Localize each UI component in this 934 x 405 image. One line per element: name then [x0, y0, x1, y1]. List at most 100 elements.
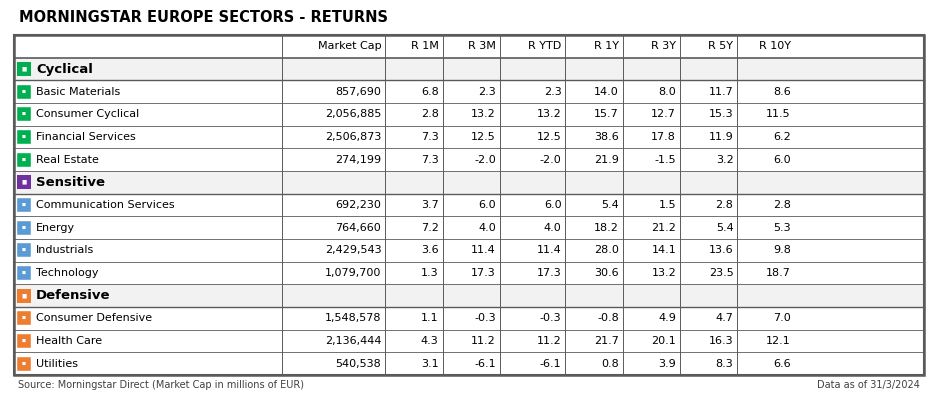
Text: 21.9: 21.9 [594, 155, 619, 165]
Text: 2,136,444: 2,136,444 [325, 336, 381, 346]
Text: Industrials: Industrials [36, 245, 94, 255]
Bar [17, 243, 31, 257]
Bar [14, 35, 924, 58]
Text: 3.1: 3.1 [421, 359, 439, 369]
Text: 12.1: 12.1 [766, 336, 791, 346]
Text: -2.0: -2.0 [540, 155, 561, 165]
Text: ■: ■ [22, 339, 26, 343]
Text: 30.6: 30.6 [594, 268, 619, 278]
Text: 857,690: 857,690 [335, 87, 381, 97]
Text: Communication Services: Communication Services [36, 200, 175, 210]
Text: 13.6: 13.6 [709, 245, 733, 255]
Text: 3.6: 3.6 [421, 245, 439, 255]
Bar [14, 216, 924, 239]
Text: 11.5: 11.5 [766, 109, 791, 119]
Text: Cyclical: Cyclical [36, 62, 92, 75]
Bar [17, 62, 31, 76]
Text: 3.2: 3.2 [715, 155, 733, 165]
Text: 2,056,885: 2,056,885 [325, 109, 381, 119]
Bar [14, 35, 924, 375]
Text: -1.5: -1.5 [655, 155, 676, 165]
Text: 0.8: 0.8 [601, 359, 619, 369]
Text: 3.9: 3.9 [658, 359, 676, 369]
Text: Data as of 31/3/2024: Data as of 31/3/2024 [817, 380, 920, 390]
Text: -6.1: -6.1 [474, 359, 496, 369]
Bar [17, 130, 31, 144]
Text: -2.0: -2.0 [474, 155, 496, 165]
Text: ■: ■ [21, 180, 27, 185]
Bar [17, 153, 31, 167]
Bar [14, 352, 924, 375]
Bar [14, 58, 924, 80]
Text: Basic Materials: Basic Materials [36, 87, 120, 97]
Text: 2,506,873: 2,506,873 [325, 132, 381, 142]
Text: 11.4: 11.4 [537, 245, 561, 255]
Text: 14.0: 14.0 [594, 87, 619, 97]
Bar [17, 221, 31, 234]
Text: 6.2: 6.2 [773, 132, 791, 142]
Text: Source: Morningstar Direct (Market Cap in millions of EUR): Source: Morningstar Direct (Market Cap i… [18, 380, 304, 390]
Text: Defensive: Defensive [36, 289, 110, 302]
Text: -0.8: -0.8 [597, 313, 619, 323]
Text: -6.1: -6.1 [540, 359, 561, 369]
Text: ■: ■ [22, 158, 26, 162]
Text: 12.5: 12.5 [471, 132, 496, 142]
Text: Real Estate: Real Estate [36, 155, 99, 165]
Text: 6.0: 6.0 [478, 200, 496, 210]
Text: 38.6: 38.6 [594, 132, 619, 142]
Bar [17, 334, 31, 348]
Text: 11.7: 11.7 [709, 87, 733, 97]
Text: ■: ■ [22, 316, 26, 320]
Text: 3.7: 3.7 [421, 200, 439, 210]
Bar [14, 35, 924, 375]
Text: 5.4: 5.4 [715, 223, 733, 232]
Bar [14, 126, 924, 148]
Text: 21.2: 21.2 [651, 223, 676, 232]
Text: ■: ■ [21, 293, 27, 298]
Text: 17.8: 17.8 [651, 132, 676, 142]
Text: 18.2: 18.2 [594, 223, 619, 232]
Bar [14, 194, 924, 216]
Text: 764,660: 764,660 [335, 223, 381, 232]
Text: 540,538: 540,538 [335, 359, 381, 369]
Text: 11.9: 11.9 [709, 132, 733, 142]
Text: 12.7: 12.7 [651, 109, 676, 119]
Text: R 1Y: R 1Y [594, 41, 619, 51]
Text: 21.7: 21.7 [594, 336, 619, 346]
Text: 8.3: 8.3 [715, 359, 733, 369]
Text: 7.0: 7.0 [773, 313, 791, 323]
Text: 23.5: 23.5 [709, 268, 733, 278]
Bar [17, 85, 31, 99]
Text: -0.3: -0.3 [474, 313, 496, 323]
Text: 20.1: 20.1 [651, 336, 676, 346]
Bar [17, 266, 31, 280]
Text: 17.3: 17.3 [471, 268, 496, 278]
Text: Consumer Cyclical: Consumer Cyclical [36, 109, 139, 119]
Text: 13.2: 13.2 [651, 268, 676, 278]
Text: ■: ■ [22, 203, 26, 207]
Bar [17, 311, 31, 325]
Text: 6.0: 6.0 [773, 155, 791, 165]
Text: Energy: Energy [36, 223, 75, 232]
Text: 6.6: 6.6 [773, 359, 791, 369]
Text: ■: ■ [22, 271, 26, 275]
Text: 7.3: 7.3 [421, 132, 439, 142]
Text: 4.7: 4.7 [715, 313, 733, 323]
Text: 9.8: 9.8 [773, 245, 791, 255]
Text: 13.2: 13.2 [471, 109, 496, 119]
Text: 17.3: 17.3 [537, 268, 561, 278]
Text: 274,199: 274,199 [335, 155, 381, 165]
Bar [14, 330, 924, 352]
Text: ■: ■ [22, 248, 26, 252]
Text: 1.1: 1.1 [421, 313, 439, 323]
Text: 2.8: 2.8 [420, 109, 439, 119]
Text: 4.9: 4.9 [658, 313, 676, 323]
Text: Health Care: Health Care [36, 336, 102, 346]
Text: 4.0: 4.0 [544, 223, 561, 232]
Text: 1.5: 1.5 [658, 200, 676, 210]
Text: MORNINGSTAR EUROPE SECTORS - RETURNS: MORNINGSTAR EUROPE SECTORS - RETURNS [19, 10, 388, 25]
Text: ■: ■ [22, 226, 26, 230]
Bar [17, 357, 31, 371]
Bar [17, 198, 31, 212]
Text: 7.3: 7.3 [421, 155, 439, 165]
